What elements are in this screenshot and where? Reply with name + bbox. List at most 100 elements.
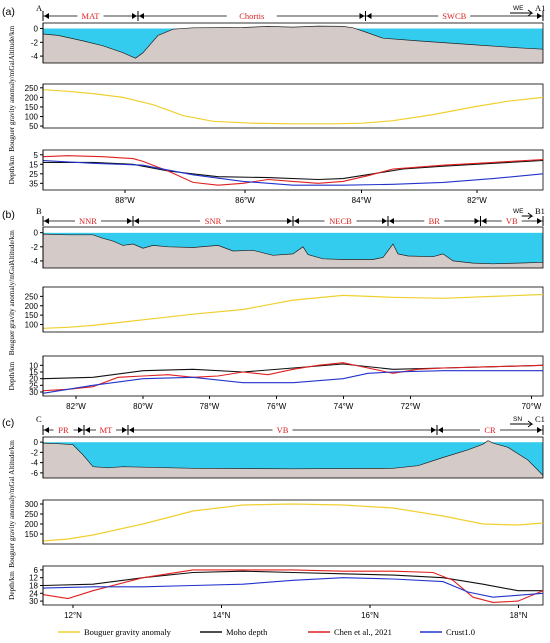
depth-line-crust [42,159,544,186]
x-tick-label: 18°N [510,611,528,620]
region-arrow [382,218,387,224]
region-arrow [132,13,137,19]
region-arrow [537,218,542,224]
y-tick-label: 15 [29,368,38,377]
region-arrow [287,218,292,224]
region-arrow [134,218,139,224]
region-label: VB [277,425,289,435]
y-tick-label: 150 [25,103,39,112]
y-tick-label: 150 [25,530,39,539]
y-tick-label: 18 [29,582,38,591]
y-tick-label: 0 [34,438,39,447]
y-tick-label: 30 [29,388,38,397]
land-fill [43,440,543,478]
panel-a: (a) A A1 WE MAT Chortis SWCB 0 -2 -4 Altitude/km 25… [2,3,545,205]
region-arrow [481,218,487,224]
x-tick-label: 86°W [235,196,255,205]
y-tick-label: 0 [34,25,39,34]
gravity-frame [42,83,544,129]
y-tick-label: 50 [29,122,38,131]
y-tick-label: 25 [29,381,38,390]
region-label-bg [200,215,226,227]
land-fill [43,234,543,268]
y-tick-label: 250 [25,84,39,93]
y-axis-label: Bouguer gravity anomaly/mGal [8,60,16,151]
y-axis-label: Depth/km [8,361,16,390]
depth-line-crust [42,370,543,394]
y-tick-label: -2 [31,448,39,457]
direction-label: WE [513,5,524,12]
profile-end-label: B1 [535,206,545,216]
x-tick-label: 70°W [522,402,542,411]
y-tick-label: 6 [34,566,39,575]
x-tick-label: 74°W [334,402,354,411]
legend-label-gravity: Bouguer gravity anomaly [84,627,172,637]
region-label-bg [226,10,277,22]
region-label: MAT [82,11,101,21]
panel-c: (c) C C1 SN PR MT VB CR 0-2 -4-6 Altitude/km 300250… [2,414,545,620]
region-arrow [294,218,299,224]
direction-arrow-icon [510,9,534,17]
y-tick-label: 20 [29,375,38,384]
legend-label-moho: Moho depth [226,627,268,637]
y-tick-label: 12 [29,574,38,583]
y-tick-label: -4 [31,459,39,468]
y-tick-label: 25 [29,170,38,179]
y-tick-label: 150 [25,311,39,320]
region-label: VB [506,216,518,226]
seafloor-line [42,233,544,265]
region-arrow [366,13,372,19]
legend-label-crust: Crust1.0 [446,627,475,637]
y-tick-label: 35 [29,179,38,188]
region-arrow [44,427,49,433]
region-arrow [122,427,127,433]
direction-label: WE [513,208,524,215]
region-label: SWCB [442,11,466,21]
land-fill [43,26,543,64]
y-tick-label: 10 [29,361,38,370]
depth-frame [42,565,544,606]
region-label-bg [272,424,293,436]
y-tick-label: 5 [34,151,39,160]
depth-line-chen [42,155,544,186]
y-axis-label: Bouguer gravity anomaly/mGal [8,264,16,355]
x-tick-label: 72°W [401,402,421,411]
x-tick-label: 14°N [213,611,231,620]
region-label-bg [501,215,522,227]
sky-fill [43,227,543,233]
profile-start-label: B [36,206,42,216]
region-label: Chortis [239,11,264,21]
depth-line-moho [42,363,544,380]
y-axis-label: Depth/km [8,155,16,184]
y-tick-label: -4 [31,257,39,266]
y-tick-label: 0 [34,229,39,238]
region-label-bg [96,424,116,436]
y-tick-label: 24 [29,589,38,598]
y-tick-label: 200 [25,302,39,311]
region-arrow [127,218,132,224]
profile-start-label: C [36,414,42,424]
y-tick-label: -4 [31,52,39,61]
x-tick-label: 82°W [66,402,86,411]
y-tick-label: 250 [25,292,39,301]
sky-fill [43,23,543,29]
region-label: PR [58,425,69,435]
profile-start-label: A [36,3,43,13]
y-axis-label: Altitude/km [8,440,16,475]
profile-end-label: A1 [535,3,545,13]
region-arrow [85,427,90,433]
direction-arrow-icon [510,420,534,428]
region-arrow [44,13,49,19]
region-label-bg [424,215,445,227]
region-arrow [537,427,542,433]
panel-tag: (a) [2,6,15,18]
x-tick-label: 82°W [467,196,487,205]
region-label-bg [438,10,471,22]
region-arrow [431,427,436,433]
y-tick-label: -2 [31,38,39,47]
region-label: NECB [329,216,352,226]
panel-tag: (b) [2,209,15,221]
region-label: MT [100,425,114,435]
region-arrow [44,218,49,224]
